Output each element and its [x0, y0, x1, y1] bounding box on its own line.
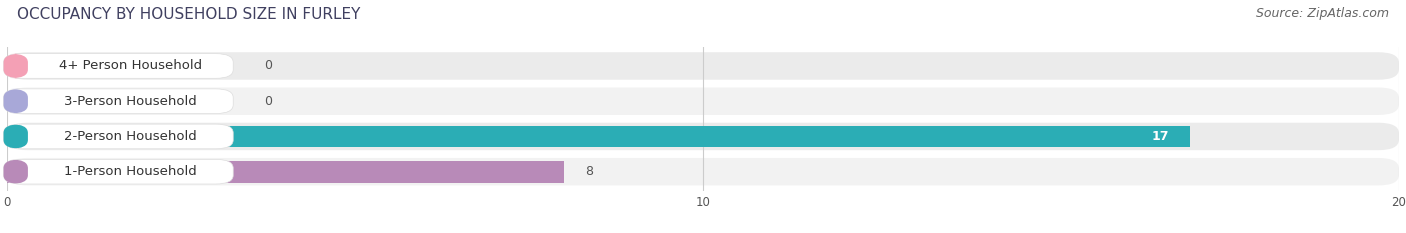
- FancyBboxPatch shape: [4, 54, 28, 78]
- FancyBboxPatch shape: [7, 158, 1399, 185]
- Bar: [7, 161, 564, 183]
- Text: 3-Person Household: 3-Person Household: [63, 95, 197, 108]
- Bar: [7, 126, 1191, 147]
- FancyBboxPatch shape: [4, 124, 233, 149]
- FancyBboxPatch shape: [7, 52, 1399, 80]
- Text: 8: 8: [585, 165, 593, 178]
- Text: 2-Person Household: 2-Person Household: [63, 130, 197, 143]
- Text: 4+ Person Household: 4+ Person Household: [59, 59, 202, 72]
- Text: 0: 0: [264, 95, 273, 108]
- FancyBboxPatch shape: [4, 159, 28, 184]
- Text: Source: ZipAtlas.com: Source: ZipAtlas.com: [1256, 7, 1389, 20]
- Text: 17: 17: [1152, 130, 1170, 143]
- Text: OCCUPANCY BY HOUSEHOLD SIZE IN FURLEY: OCCUPANCY BY HOUSEHOLD SIZE IN FURLEY: [17, 7, 360, 22]
- FancyBboxPatch shape: [7, 123, 1399, 150]
- FancyBboxPatch shape: [4, 54, 233, 78]
- FancyBboxPatch shape: [4, 124, 28, 149]
- Text: 1-Person Household: 1-Person Household: [63, 165, 197, 178]
- FancyBboxPatch shape: [7, 87, 1399, 115]
- FancyBboxPatch shape: [4, 89, 233, 113]
- Text: 0: 0: [264, 59, 273, 72]
- FancyBboxPatch shape: [4, 89, 28, 113]
- FancyBboxPatch shape: [4, 159, 233, 184]
